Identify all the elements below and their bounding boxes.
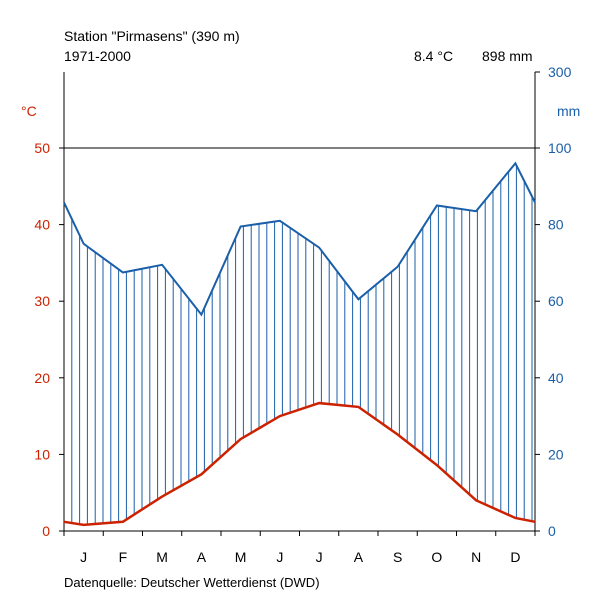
month-label: D bbox=[510, 549, 520, 565]
plot-area: 0 10 20 30 40 50 0 20 40 60 80 100 300 J F M A M J J A S O N D bbox=[34, 64, 571, 565]
temperature-axis-unit: °C bbox=[21, 103, 37, 119]
right-tick-label: 20 bbox=[548, 446, 564, 462]
month-label: A bbox=[197, 549, 207, 565]
data-source: Datenquelle: Deutscher Wetterdienst (DWD… bbox=[64, 575, 320, 590]
left-tick-label: 0 bbox=[42, 523, 50, 539]
right-tick-label: 0 bbox=[548, 523, 556, 539]
left-tick-label: 30 bbox=[34, 293, 50, 309]
right-tick-label: 300 bbox=[548, 64, 572, 80]
right-tick-label: 40 bbox=[548, 370, 564, 386]
left-tick-label: 40 bbox=[34, 217, 50, 233]
month-label: F bbox=[119, 549, 128, 565]
right-tick-label: 80 bbox=[548, 217, 564, 233]
month-label: N bbox=[471, 549, 481, 565]
month-label: J bbox=[316, 549, 323, 565]
left-tick-label: 50 bbox=[34, 140, 50, 156]
month-label: A bbox=[354, 549, 364, 565]
month-label: M bbox=[235, 549, 247, 565]
month-label: S bbox=[393, 549, 402, 565]
station-title: Station "Pirmasens" (390 m) bbox=[64, 28, 240, 44]
precipitation-axis-unit: mm bbox=[557, 103, 580, 119]
month-label: M bbox=[156, 549, 168, 565]
right-tick-label: 60 bbox=[548, 293, 564, 309]
month-label: O bbox=[431, 549, 442, 565]
month-label: J bbox=[80, 549, 87, 565]
mean-temperature: 8.4 °C bbox=[414, 48, 453, 64]
period-label: 1971-2000 bbox=[64, 48, 131, 64]
precipitation-line bbox=[63, 161, 536, 317]
right-tick-label: 100 bbox=[548, 140, 572, 156]
month-label: J bbox=[276, 549, 283, 565]
temperature-line bbox=[63, 401, 536, 527]
total-precipitation: 898 mm bbox=[482, 48, 533, 64]
left-tick-label: 20 bbox=[34, 370, 50, 386]
left-tick-label: 10 bbox=[34, 446, 50, 462]
